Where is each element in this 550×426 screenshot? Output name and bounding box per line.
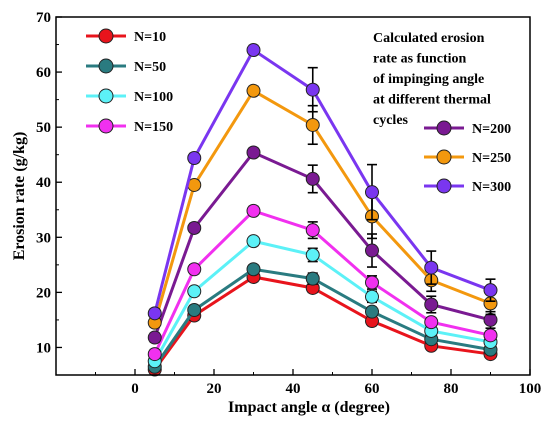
legend-label: N=10 bbox=[134, 30, 166, 45]
series-n-150 bbox=[147, 203, 498, 362]
axes-layer: 0 20 40 60 80 100 10 20 30 40 50 60 70 bbox=[36, 10, 541, 397]
x-tick-label: 20 bbox=[207, 381, 222, 397]
data-point bbox=[305, 82, 320, 97]
data-point bbox=[305, 271, 320, 286]
data-point bbox=[246, 262, 261, 277]
series-n-200 bbox=[147, 145, 498, 345]
data-point bbox=[246, 145, 261, 160]
y-tick-label: 70 bbox=[36, 10, 51, 26]
legend-marker bbox=[98, 58, 114, 74]
annotation-line: of impinging angle bbox=[373, 72, 484, 87]
legend-entry: N=100 bbox=[86, 88, 173, 105]
legend-marker bbox=[436, 178, 452, 194]
legend-label: N=150 bbox=[134, 120, 173, 135]
legend-right: N=200 N=250 N=300 bbox=[424, 120, 511, 195]
legend-label: N=300 bbox=[472, 180, 511, 195]
y-tick-label: 20 bbox=[36, 285, 51, 301]
annotation-line: cycles bbox=[373, 113, 409, 128]
legend-marker bbox=[98, 118, 114, 134]
legend-label: N=100 bbox=[134, 90, 173, 105]
legend-left: N=10 N=50 N=100 N=150 bbox=[86, 28, 173, 135]
data-point bbox=[187, 220, 202, 235]
x-tick-label: 100 bbox=[519, 381, 542, 397]
data-point bbox=[365, 275, 379, 290]
data-point bbox=[246, 83, 261, 98]
data-point bbox=[187, 284, 202, 299]
annotation-line: rate as function bbox=[373, 52, 467, 67]
data-point bbox=[424, 260, 439, 275]
x-tick-label: 0 bbox=[131, 381, 139, 397]
legend-entry: N=10 bbox=[86, 28, 166, 45]
data-point bbox=[424, 315, 439, 330]
data-point bbox=[305, 247, 320, 262]
data-point bbox=[365, 289, 379, 304]
legend-entry: N=200 bbox=[424, 120, 511, 137]
data-point bbox=[147, 330, 162, 345]
legend-entry: N=300 bbox=[424, 178, 511, 195]
data-point bbox=[365, 304, 379, 319]
legend-entry: N=250 bbox=[424, 149, 511, 166]
annotation-line: Calculated erosion bbox=[373, 31, 485, 46]
y-tick-label: 30 bbox=[36, 230, 51, 246]
data-point bbox=[147, 347, 162, 362]
data-point bbox=[187, 303, 202, 318]
y-tick-label: 50 bbox=[36, 120, 51, 136]
plot-frame bbox=[55, 16, 531, 376]
data-point bbox=[305, 117, 320, 132]
x-tick-label: 40 bbox=[286, 381, 301, 397]
series-n-300 bbox=[147, 43, 498, 321]
legend-marker bbox=[436, 149, 452, 165]
y-axis-title: Erosion rate (g/kg) bbox=[11, 132, 28, 261]
annotation-line: at different thermal bbox=[373, 93, 491, 108]
data-point bbox=[246, 43, 261, 58]
x-tick-label: 80 bbox=[444, 381, 459, 397]
data-point bbox=[305, 171, 320, 186]
data-point bbox=[365, 243, 379, 258]
data-point bbox=[187, 262, 202, 277]
legend-label: N=250 bbox=[472, 151, 511, 166]
legend-label: N=50 bbox=[134, 60, 166, 75]
data-point bbox=[424, 297, 439, 312]
data-point bbox=[483, 312, 498, 327]
data-point bbox=[246, 234, 261, 249]
data-point bbox=[246, 203, 261, 218]
legend-entry: N=150 bbox=[86, 118, 173, 135]
data-point bbox=[147, 306, 162, 321]
legend-marker bbox=[98, 28, 114, 44]
y-tick-label: 10 bbox=[36, 340, 51, 356]
data-point bbox=[483, 283, 498, 298]
data-point bbox=[305, 223, 320, 238]
legend-label: N=200 bbox=[472, 122, 511, 137]
legend-marker bbox=[436, 120, 452, 136]
y-tick-label: 60 bbox=[36, 65, 51, 81]
x-axis-title: Impact angle α (degree) bbox=[228, 399, 390, 416]
legend-entry: N=50 bbox=[86, 58, 166, 75]
x-tick-label: 60 bbox=[365, 381, 380, 397]
series-layer bbox=[147, 43, 498, 377]
chart-annotation: Calculated erosion rate as function of imp… bbox=[373, 31, 491, 128]
data-point bbox=[483, 328, 498, 343]
legend-marker bbox=[98, 88, 114, 104]
y-tick-label: 40 bbox=[36, 175, 51, 191]
data-point bbox=[365, 185, 379, 200]
data-point bbox=[187, 150, 202, 165]
